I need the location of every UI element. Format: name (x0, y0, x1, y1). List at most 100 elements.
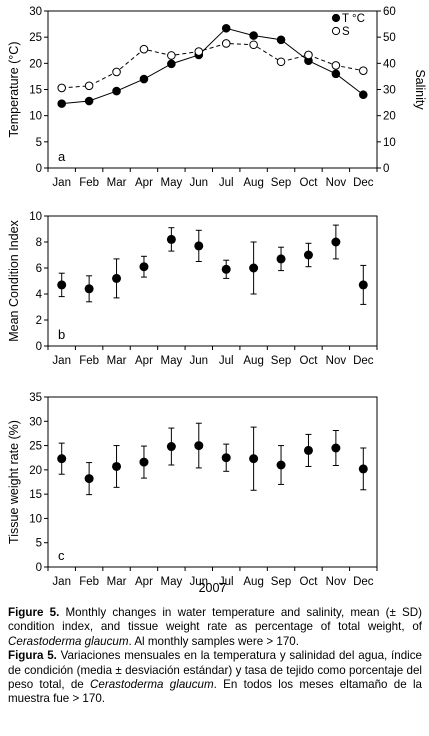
y-tick-label: 15 (29, 85, 42, 97)
caption-english-label: Figure 5. (8, 606, 60, 619)
y2-tick-label: 40 (383, 58, 396, 70)
mean-point (57, 454, 67, 464)
mean-point (303, 250, 313, 260)
salinity-point (249, 40, 258, 50)
x-tick-label: May (161, 576, 183, 588)
x-tick-label: Sep (271, 177, 291, 189)
temperature-point (221, 23, 231, 33)
mean-point (166, 442, 176, 452)
salinity-point (139, 44, 149, 54)
x-axis-year-label: 2007 (199, 581, 227, 595)
mean-point (331, 443, 341, 453)
caption-english: Figure 5. Monthly changes in water tempe… (8, 606, 422, 649)
mean-point (276, 254, 286, 264)
temperature-point (112, 86, 121, 96)
y-tick-label: 0 (36, 163, 42, 175)
mean-point (221, 264, 231, 274)
y-tick-label: 4 (36, 289, 43, 301)
salinity-legend-label: S (342, 26, 350, 38)
salinity-point (112, 67, 121, 77)
x-tick-label: Dec (353, 576, 374, 588)
salinity-point (57, 83, 67, 93)
temperature-point (84, 96, 94, 106)
caption-english-text: Monthly changes in water temperature and… (8, 606, 422, 634)
y2-tick-label: 0 (383, 163, 389, 175)
y-axis-label: Tissue weight rate (%) (7, 420, 21, 544)
y2-tick-label: 60 (383, 6, 396, 18)
x-tick-label: Mar (107, 177, 127, 189)
temperature-point (331, 69, 341, 79)
y-tick-label: 30 (29, 6, 42, 18)
y-tick-label: 8 (36, 237, 42, 249)
mean-point (139, 457, 149, 467)
x-tick-label: Feb (79, 177, 99, 189)
x-tick-label: May (161, 355, 183, 367)
x-tick-label: Nov (326, 576, 347, 588)
x-tick-label: Jul (219, 177, 234, 189)
y-tick-label: 25 (29, 441, 42, 453)
salinity-series-line (61, 42, 364, 89)
x-tick-label: Apr (135, 177, 153, 189)
mean-point (276, 460, 286, 470)
x-tick-label: Jul (219, 576, 234, 588)
panel-a-frame (47, 10, 378, 169)
y2-axis-label: Salinity (413, 69, 427, 110)
figure-caption: Figure 5. Monthly changes in water tempe… (8, 606, 422, 707)
y-tick-label: 6 (36, 263, 42, 275)
mean-point (139, 262, 149, 272)
y2-tick-label: 10 (383, 137, 396, 149)
y-tick-label: 0 (36, 562, 42, 574)
temperature-legend-label: T °C (342, 13, 365, 25)
mean-point (221, 453, 231, 463)
x-tick-label: Oct (300, 355, 319, 367)
caption-spanish-label: Figura 5. (8, 649, 57, 663)
caption-english-species: Cerastoderma glaucum (8, 634, 129, 648)
x-tick-label: Apr (135, 576, 153, 588)
x-tick-label: Feb (79, 576, 99, 588)
mean-point (249, 454, 259, 464)
mean-point (249, 263, 259, 273)
mean-point (358, 280, 368, 290)
x-tick-label: Oct (300, 177, 319, 189)
panel-label: b (58, 327, 65, 342)
x-tick-label: Apr (135, 355, 153, 367)
mean-point (166, 234, 176, 244)
x-tick-label: Mar (107, 576, 127, 588)
x-tick-label: Jun (190, 355, 209, 367)
x-tick-label: Dec (353, 177, 374, 189)
y-axis-label: Mean Condition Index (7, 219, 21, 341)
mean-point (112, 461, 122, 471)
x-tick-label: Jan (52, 576, 71, 588)
x-tick-label: Jan (52, 355, 71, 367)
temperature-point (139, 74, 149, 84)
temperature-point (276, 35, 286, 45)
mean-point (194, 241, 204, 251)
temperature-series-line (61, 27, 364, 105)
salinity-point (167, 51, 176, 60)
x-tick-label: Jan (52, 177, 71, 189)
x-tick-label: Sep (271, 576, 291, 588)
y-tick-label: 2 (36, 315, 42, 327)
y-tick-label: 10 (29, 111, 42, 123)
x-tick-label: Nov (326, 355, 347, 367)
y-tick-label: 10 (29, 513, 42, 525)
x-tick-label: Nov (326, 177, 347, 189)
mean-point (331, 237, 341, 247)
x-tick-label: Aug (243, 576, 263, 588)
temperature-point (358, 90, 368, 100)
panel-label: a (58, 149, 66, 164)
caption-spanish-text-end: . En todos los meses eltamaño de la mues… (8, 678, 422, 706)
y2-tick-label: 30 (383, 85, 396, 97)
y2-tick-label: 20 (383, 111, 396, 123)
salinity-point (84, 81, 94, 91)
x-tick-label: Jun (190, 177, 209, 189)
caption-spanish-species: Cerastoderma glaucum (90, 678, 214, 692)
salinity-point (304, 50, 313, 60)
temperature-point (167, 59, 176, 69)
salinity-point (276, 57, 286, 67)
x-tick-label: Feb (79, 355, 99, 367)
panel-label: c (58, 548, 65, 563)
mean-point (84, 474, 94, 484)
salinity-point (331, 61, 341, 70)
x-tick-label: Aug (243, 355, 263, 367)
